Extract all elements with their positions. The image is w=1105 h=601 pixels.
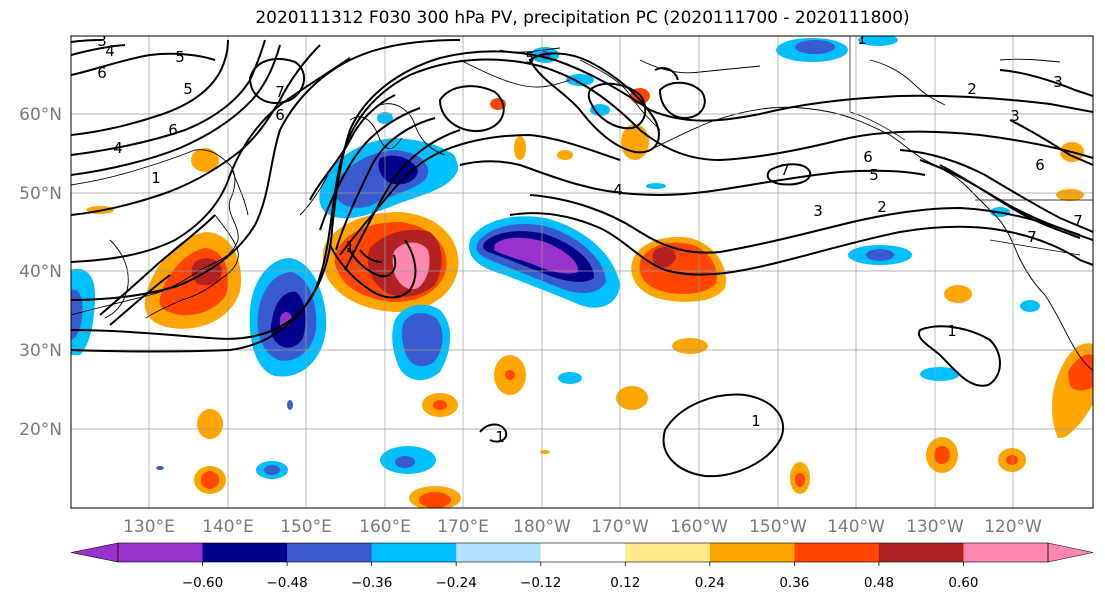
precipitation-shading — [71, 36, 1093, 508]
pv-contour-label: 5 — [525, 49, 535, 67]
colorbar-tick-label: 0.48 — [864, 575, 894, 591]
pv-contour-label: 1 — [947, 322, 957, 340]
pv-contour-label: 3 — [813, 202, 823, 220]
pv-contour-label: 7 — [780, 161, 790, 179]
pv-contour-label: 4 — [613, 181, 623, 199]
lat-label: 40°N — [19, 262, 62, 282]
lon-label: 140°E — [202, 517, 254, 537]
colorbar-tick-label: −0.12 — [520, 575, 561, 591]
pv-contour-label: 1 — [857, 30, 867, 48]
lon-label: 170°W — [591, 517, 649, 537]
lon-label: 180°W — [513, 517, 571, 537]
pv-contour-label: 4 — [113, 139, 123, 157]
colorbar-extension-high — [1047, 542, 1094, 563]
longitude-labels: 130°E 140°E 150°E 160°E 170°E 180°W 170°W 160°W… — [123, 517, 1042, 537]
pv-contour-label: 4 — [105, 42, 115, 60]
plot-frame — [70, 35, 1094, 509]
pv-contour-label: 5 — [869, 166, 879, 184]
colorbar-swatch — [287, 543, 373, 562]
pv-contour-label: 2 — [877, 198, 887, 216]
colorbar-tick-label: −0.60 — [182, 575, 223, 591]
gridlines — [71, 36, 1093, 508]
pv-contour-label: 3 — [1053, 73, 1063, 91]
lat-label: 50°N — [19, 184, 62, 204]
lon-label: 130°W — [906, 517, 964, 537]
pv-contour-label: 1 — [751, 412, 761, 430]
pv-contour-label: 6 — [168, 121, 178, 139]
shade-150e-negative — [249, 258, 327, 377]
colorbar-extension-low — [70, 542, 119, 563]
colorbar-swatch — [456, 543, 542, 562]
lon-label: 130°E — [123, 517, 175, 537]
shade-165e-positive — [322, 212, 459, 312]
lat-label: 60°N — [19, 105, 62, 125]
pv-contour-label: 7 — [1073, 212, 1083, 230]
lon-label: 140°W — [827, 517, 885, 537]
pv-contour-label: 6 — [863, 148, 873, 166]
pv-contour-label: 6 — [275, 106, 285, 124]
lon-label: 120°W — [984, 517, 1042, 537]
map-title: 2020111312 F030 300 hPa PV, precipitatio… — [255, 8, 910, 28]
colorbar-swatch — [118, 543, 204, 562]
lat-label: 30°N — [19, 341, 62, 361]
colorbar-swatch — [371, 543, 457, 562]
lon-label: 160°E — [359, 517, 411, 537]
lon-label: 160°W — [670, 517, 728, 537]
pv-contour-label: 5 — [175, 48, 185, 66]
colorbar-tick-label: 0.24 — [695, 575, 725, 591]
colorbar-frame — [117, 542, 1049, 563]
pv-contour-label: 7 — [1027, 228, 1037, 246]
colorbar-tick-label: 0.12 — [610, 575, 640, 591]
colorbar: −0.60 −0.48 −0.36 −0.24 −0.12 0.12 0.24 0.36 0.4… — [70, 542, 1094, 591]
colorbar-tick-label: −0.24 — [435, 575, 476, 591]
lat-label: 20°N — [19, 420, 62, 440]
lon-label: 170°E — [437, 517, 489, 537]
colorbar-tick-label: 0.36 — [779, 575, 809, 591]
colorbar-swatch — [794, 543, 880, 562]
colorbar-tick-label: 0.60 — [948, 575, 978, 591]
shade-180-negative — [469, 216, 620, 308]
colorbar-swatch — [709, 543, 795, 562]
pv-contour-label: 6 — [1035, 156, 1045, 174]
pv-contour-label: 5 — [183, 80, 193, 98]
colorbar-tick-label: −0.36 — [351, 575, 392, 591]
colorbar-swatch — [878, 543, 964, 562]
lon-label: 150°W — [749, 517, 807, 537]
shade-165e-south-negative — [392, 304, 451, 381]
latitude-labels: 60°N 50°N 40°N 30°N 20°N — [19, 105, 62, 440]
pv-contour-label: 1 — [345, 238, 355, 256]
colorbar-swatch — [540, 543, 626, 562]
pv-contour-label: 1 — [495, 428, 505, 446]
lon-label: 150°E — [280, 517, 332, 537]
pv-contour-label: 6 — [97, 64, 107, 82]
colorbar-swatch — [625, 543, 711, 562]
pv-contour-label: 3 — [97, 32, 107, 50]
pv-contours — [71, 39, 1093, 478]
pv-contour-label: 1 — [151, 169, 161, 187]
colorbar-swatch — [963, 543, 1049, 562]
pv-contour-label: 3 — [1010, 107, 1020, 125]
pv-contour-label: 2 — [967, 80, 977, 98]
colorbar-swatch — [202, 543, 288, 562]
colorbar-tick-label: −0.48 — [266, 575, 307, 591]
pv-contour-label: 7 — [275, 83, 285, 101]
